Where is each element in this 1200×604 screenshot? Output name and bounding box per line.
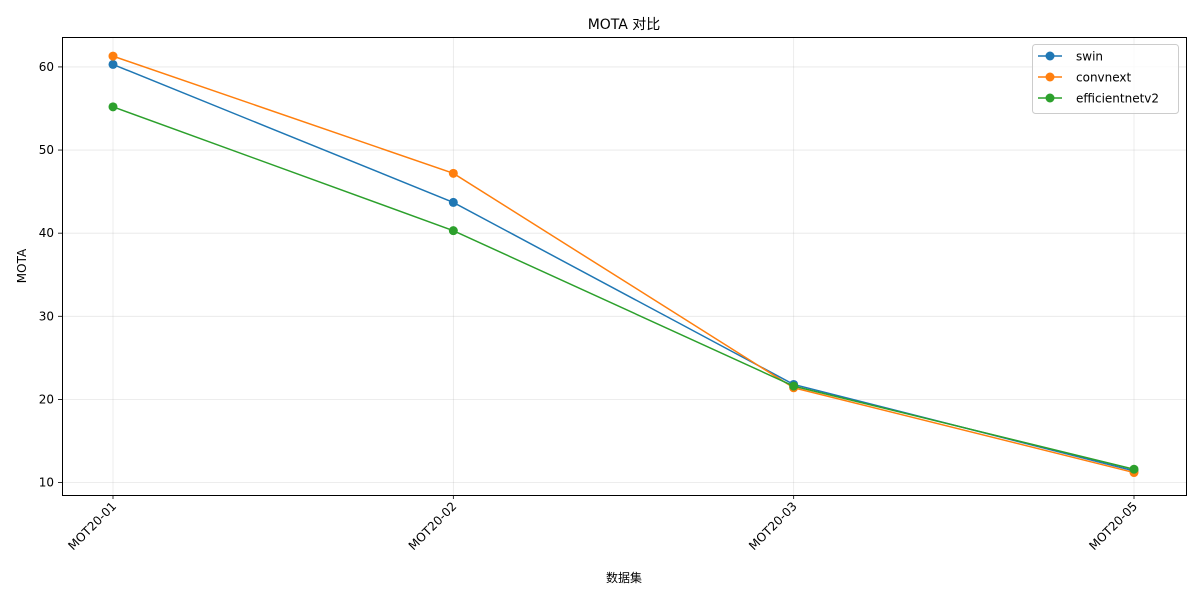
series-line: [112, 106, 1135, 470]
legend-marker: [1045, 51, 1055, 61]
y-tick-label: 50: [39, 143, 54, 157]
y-tick-label: 10: [39, 476, 54, 490]
series-convnext: [108, 51, 1139, 478]
y-axis-label: MOTA: [15, 248, 29, 283]
x-tick-label: MOT20-02: [406, 499, 460, 553]
data-point: [1129, 464, 1139, 474]
series-swin: [108, 59, 1139, 476]
legend-item-efficientnetv2: efficientnetv2: [1038, 92, 1159, 106]
x-tick-label: MOT20-03: [746, 499, 800, 553]
data-point: [108, 51, 118, 61]
data-point: [448, 197, 458, 207]
legend-label: convnext: [1076, 71, 1132, 85]
x-tick-label: MOT20-01: [65, 499, 119, 553]
legend-item-swin: swin: [1038, 50, 1103, 64]
data-point: [448, 226, 458, 236]
y-tick-label: 30: [39, 309, 54, 323]
series-line: [112, 55, 1135, 474]
legend-marker: [1045, 93, 1055, 103]
y-tick-label: 20: [39, 392, 54, 406]
legend-marker: [1045, 72, 1055, 82]
plot-frame: [62, 37, 1187, 496]
series-layer: [108, 51, 1139, 478]
x-tick-label: MOT20-05: [1086, 499, 1140, 553]
legend-label: swin: [1076, 50, 1103, 64]
legend-item-convnext: convnext: [1038, 71, 1132, 85]
y-tick-label: 40: [39, 226, 54, 240]
data-point: [448, 168, 458, 178]
series-line: [112, 63, 1135, 472]
data-point: [108, 59, 118, 69]
x-axis-label: 数据集: [606, 570, 642, 585]
data-point: [108, 102, 118, 112]
data-point: [789, 381, 799, 391]
series-efficientnetv2: [108, 102, 1139, 474]
x-axis: MOT20-01 MOT20-02 MOT20-03 MOT20-05: [65, 495, 1140, 553]
y-tick-label: 60: [39, 60, 54, 74]
y-axis: 10 20 30 40 50 60: [39, 60, 62, 490]
chart-title: MOTA 对比: [588, 17, 661, 33]
grid: [62, 37, 1186, 495]
legend-label: efficientnetv2: [1076, 92, 1159, 106]
legend: swin convnext efficientnetv2: [1032, 44, 1179, 114]
legend-box: [1032, 44, 1179, 114]
